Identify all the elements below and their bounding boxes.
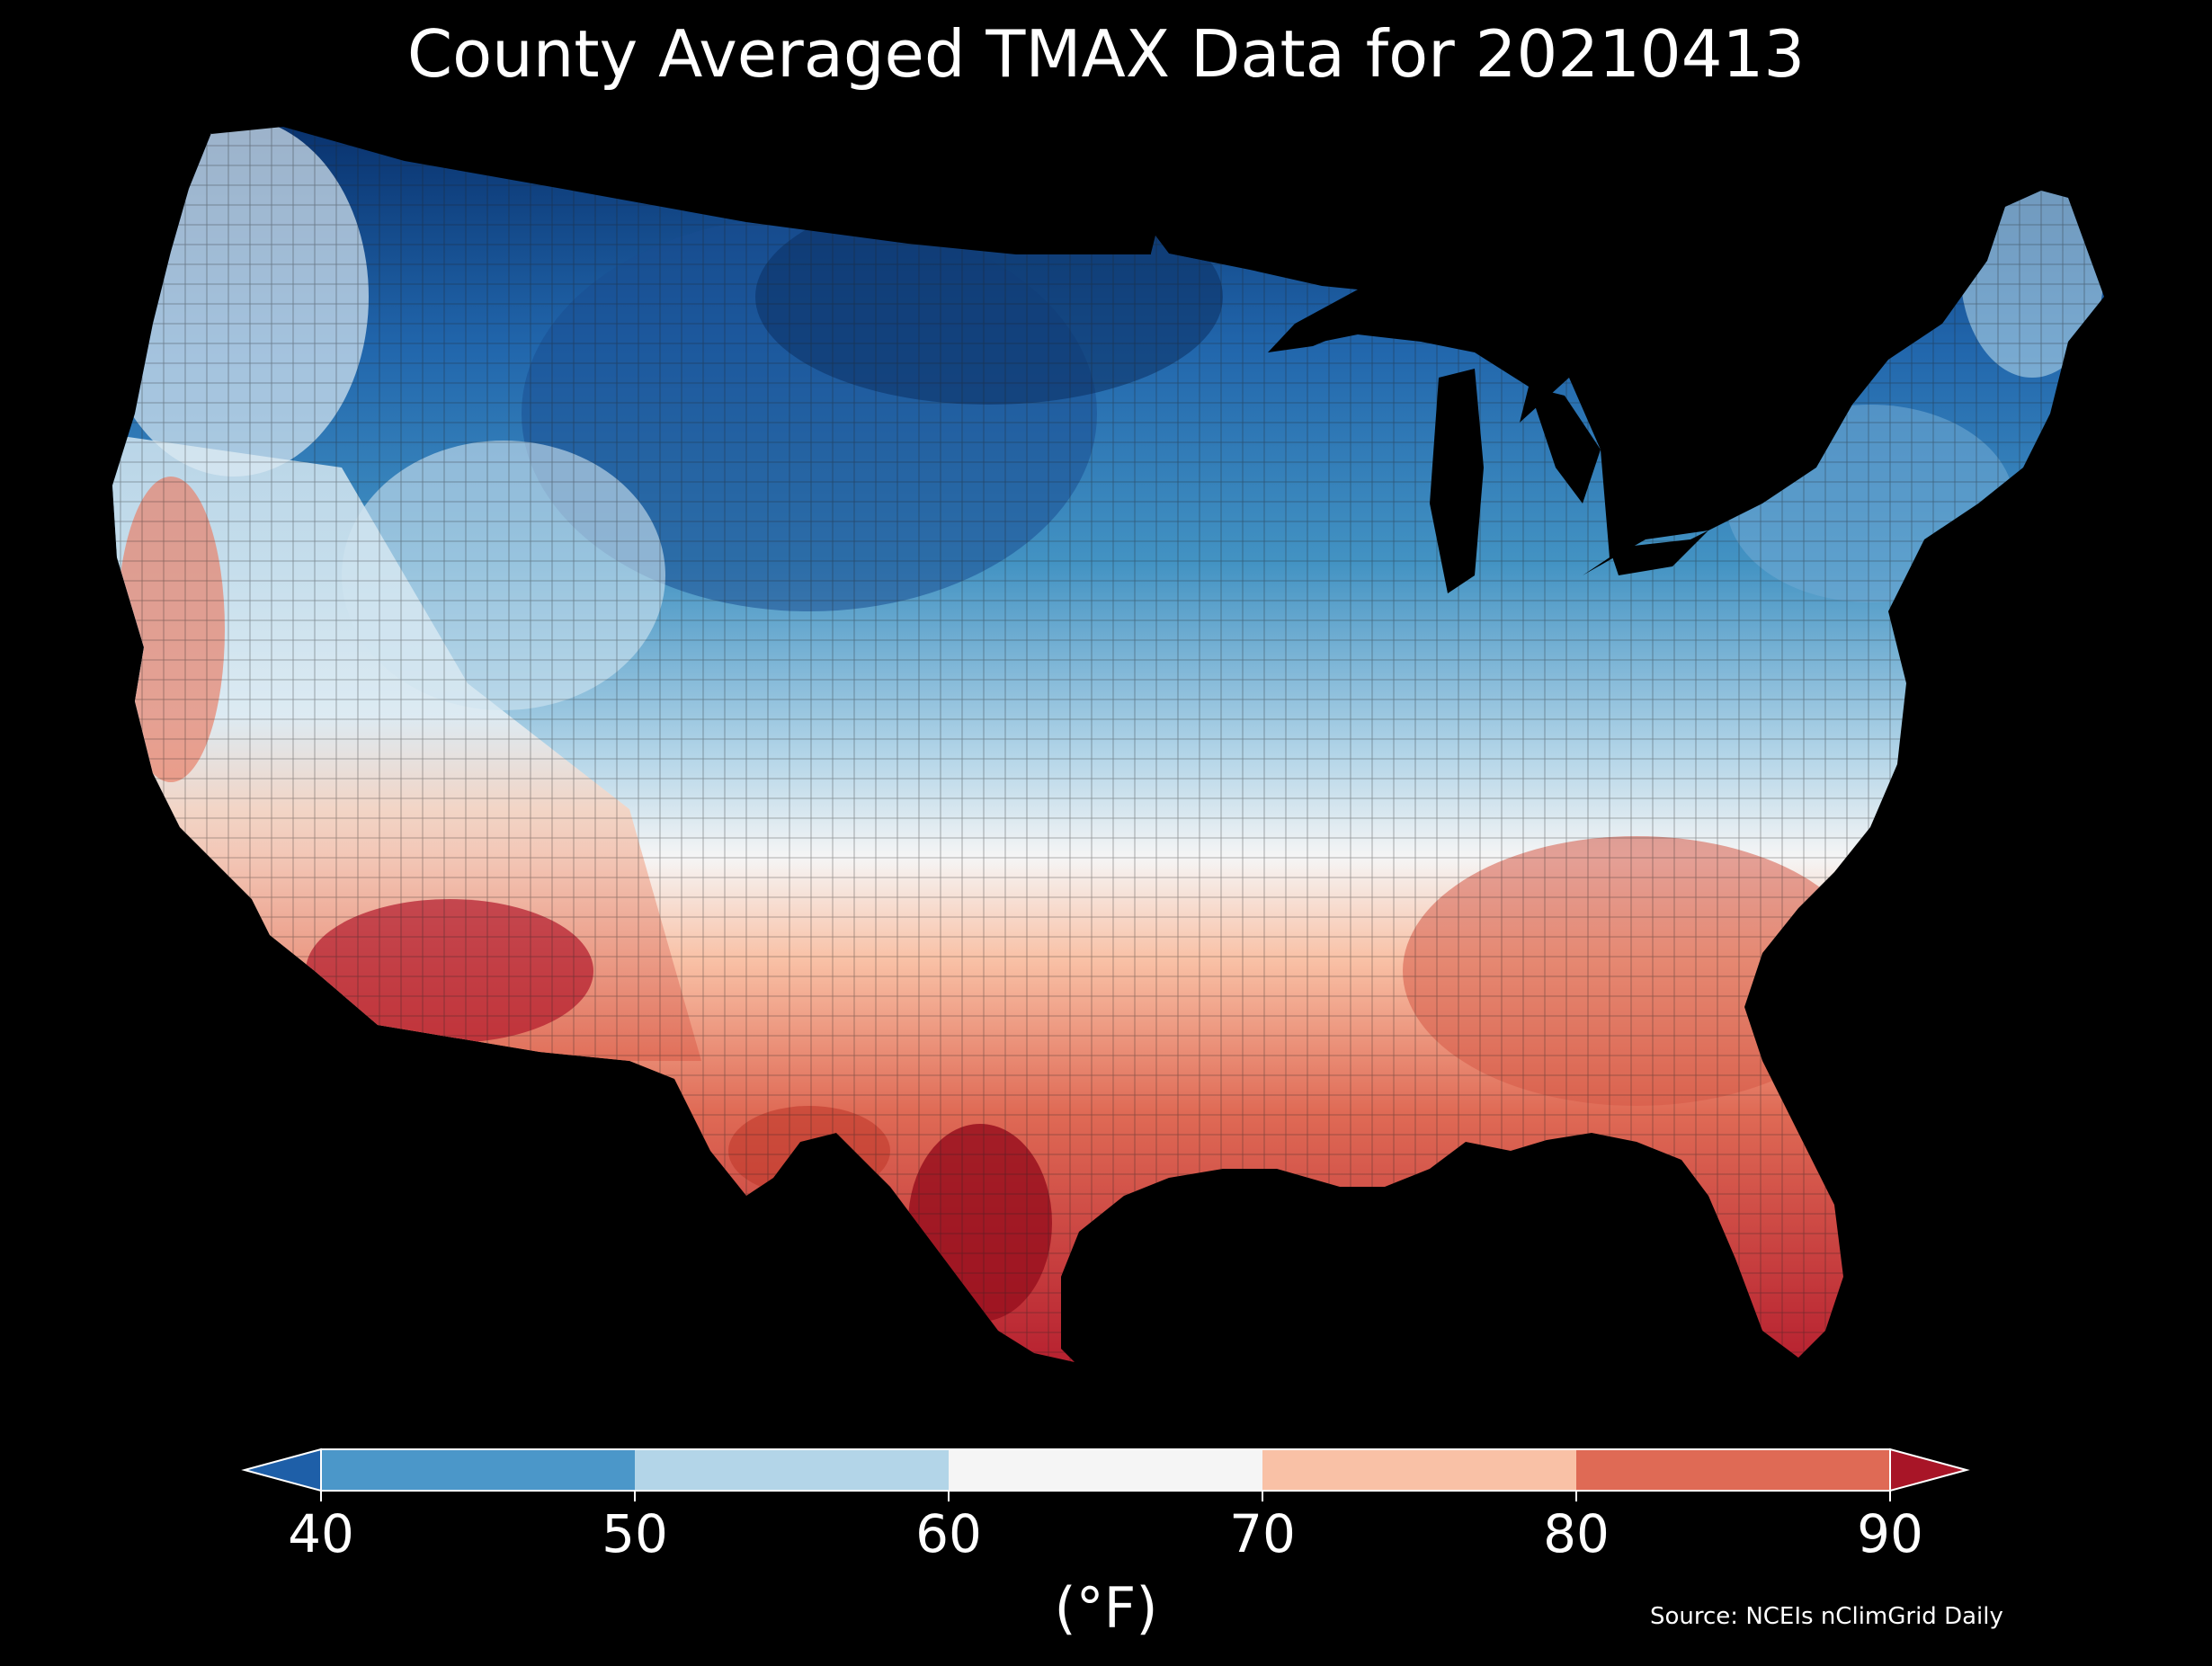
- colorbar-bin: [1262, 1449, 1576, 1491]
- colorbar-unit-label: (°F): [1054, 1575, 1158, 1641]
- colorbar-tick-label: 60: [915, 1503, 982, 1564]
- us-county-tmax-map: [112, 124, 2104, 1362]
- colorbar-tick-label: 90: [1857, 1503, 1923, 1564]
- colorbar-tick-label: 80: [1543, 1503, 1610, 1564]
- colorbar-bin: [321, 1449, 635, 1491]
- colorbar-tick-label: 70: [1229, 1503, 1296, 1564]
- great-lakes: [1268, 306, 1708, 593]
- colorbar-bin: [635, 1449, 949, 1491]
- colorbar-tick-label: 50: [602, 1503, 668, 1564]
- map-title: County Averaged TMAX Data for 20210413: [406, 16, 1806, 92]
- colorbar-over-arrow: [1889, 1448, 1970, 1492]
- colorbar-bin: [949, 1449, 1262, 1491]
- colorbar-under-arrow: [241, 1448, 322, 1492]
- colorbar-outline: [320, 1448, 1891, 1492]
- colorbar-bin: [1576, 1449, 1890, 1491]
- colorbar-tick-label: 40: [288, 1503, 354, 1564]
- source-credit: Source: NCEIs nClimGrid Daily: [1650, 1603, 2003, 1630]
